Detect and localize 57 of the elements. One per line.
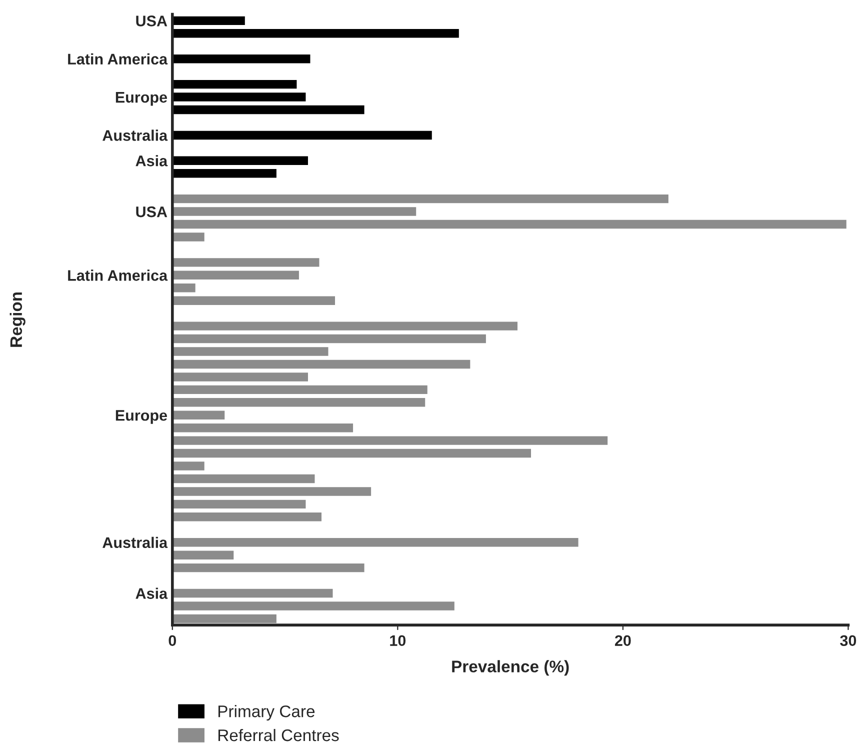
x-axis-title: Prevalence (%) bbox=[452, 660, 569, 676]
bar bbox=[172, 436, 608, 445]
bar bbox=[172, 563, 364, 572]
legend-label: Primary Care bbox=[218, 705, 315, 721]
bar bbox=[172, 334, 486, 344]
y-tick-label: Latin America bbox=[68, 270, 168, 281]
bar bbox=[172, 588, 333, 598]
y-tick-label: Australia bbox=[102, 130, 168, 141]
bar bbox=[172, 347, 328, 356]
y-tick-label: Europe bbox=[116, 410, 168, 424]
y-tick-label: Latin America bbox=[68, 53, 168, 65]
bar bbox=[172, 258, 320, 267]
bar bbox=[172, 474, 315, 484]
bar bbox=[172, 550, 234, 560]
bar bbox=[172, 614, 276, 624]
x-tick-label: 0 bbox=[168, 635, 176, 646]
bar bbox=[172, 372, 308, 382]
bar bbox=[172, 602, 454, 610]
x-tick-label: 10 bbox=[390, 635, 406, 646]
x-tick-label: 20 bbox=[614, 635, 631, 646]
bar bbox=[172, 169, 276, 178]
bar bbox=[172, 398, 426, 407]
bar bbox=[172, 296, 336, 305]
y-tick-label: Asia bbox=[136, 155, 168, 166]
x-tick-label: 30 bbox=[840, 635, 856, 646]
bar bbox=[172, 29, 459, 38]
bar bbox=[172, 410, 225, 420]
bar bbox=[172, 385, 428, 394]
bar bbox=[172, 487, 372, 496]
y-tick-label: Asia bbox=[136, 588, 168, 599]
y-tick-label: Australia bbox=[102, 536, 168, 548]
bar bbox=[172, 270, 299, 280]
bar bbox=[172, 448, 531, 458]
bar bbox=[172, 500, 306, 509]
bar bbox=[172, 92, 306, 102]
bar bbox=[172, 54, 310, 64]
y-tick-label: USA bbox=[136, 16, 168, 26]
y-tick-label: Europe bbox=[116, 92, 168, 106]
bar bbox=[172, 538, 578, 547]
bar bbox=[172, 284, 196, 292]
bar bbox=[172, 16, 245, 26]
bar bbox=[172, 130, 432, 140]
bar bbox=[172, 220, 846, 229]
bar bbox=[172, 232, 204, 242]
y-axis-title: Region bbox=[10, 292, 26, 347]
bar bbox=[172, 207, 416, 216]
bar bbox=[172, 462, 204, 470]
bar bbox=[172, 156, 308, 166]
bar bbox=[172, 360, 470, 369]
bar bbox=[172, 423, 354, 432]
bar bbox=[172, 105, 364, 114]
y-tick-label: USA bbox=[136, 206, 168, 218]
legend-label: Referral Centres bbox=[218, 728, 339, 742]
bar bbox=[172, 512, 322, 522]
bar bbox=[172, 322, 518, 330]
bar bbox=[172, 80, 297, 89]
bar bbox=[172, 194, 668, 204]
